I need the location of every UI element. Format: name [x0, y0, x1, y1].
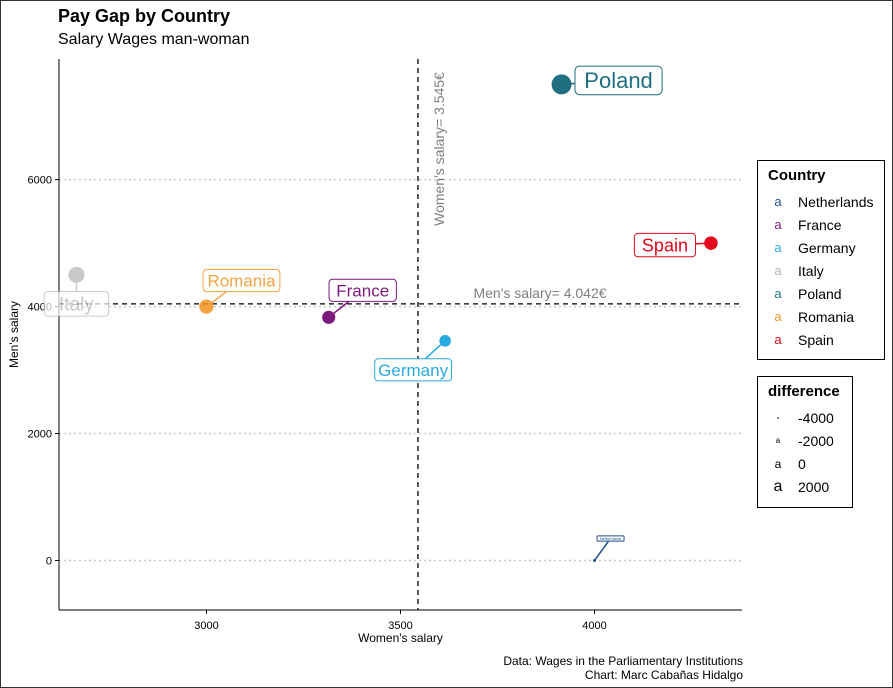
- label-box: [633, 232, 697, 258]
- data-point-netherlands: [593, 558, 597, 562]
- legend-item-difference: a -2000: [768, 429, 842, 452]
- legend-key: a: [774, 456, 782, 471]
- data-point-spain: [704, 236, 718, 250]
- legend-key: a: [774, 286, 782, 301]
- legend-item-germany: a Germany: [768, 236, 874, 259]
- point-group-netherlands: Netherlands: [593, 535, 625, 562]
- data-point-germany: [439, 335, 451, 347]
- legend-key: a: [774, 263, 782, 278]
- x-tick-label: 3500: [388, 620, 412, 632]
- legend-label: Poland: [798, 285, 842, 302]
- point-label-spain: Spain: [642, 235, 688, 255]
- chart-subtitle: Salary Wages man-woman: [58, 31, 250, 48]
- y-tick-label: 2000: [28, 429, 52, 441]
- point-label-poland: Poland: [584, 68, 653, 93]
- legend-label: Italy: [798, 262, 824, 279]
- legend-label: 0: [798, 455, 806, 472]
- point-group-france: France: [322, 278, 397, 324]
- legend-item-netherlands: a Netherlands: [768, 190, 874, 213]
- legend-item-romania: a Romania: [768, 305, 874, 328]
- legend-item-poland: a Poland: [768, 282, 874, 305]
- legend-key: a: [774, 309, 782, 324]
- data-point-italy: [68, 266, 85, 283]
- data-point-romania: [199, 299, 214, 314]
- label-box: [596, 535, 625, 542]
- legend-label: 2000: [798, 478, 830, 495]
- x-tick-label: 3000: [194, 620, 218, 632]
- legend-label: -2000: [798, 432, 834, 449]
- legend-difference-title: difference: [768, 383, 840, 400]
- x-axis-label: Women's salary: [358, 631, 443, 645]
- legend-key: a: [774, 194, 782, 209]
- legend-key: a: [776, 415, 780, 420]
- legend-key: a: [774, 217, 782, 232]
- label-box: [202, 269, 281, 293]
- legend-item-italy: a Italy: [768, 259, 874, 282]
- y-tick-label: 6000: [28, 175, 52, 187]
- label-box: [574, 65, 663, 96]
- legend-label: Spain: [798, 331, 834, 348]
- legend-key: a: [774, 240, 782, 255]
- legend-item-france: a France: [768, 213, 874, 236]
- point-label-netherlands: Netherlands: [600, 536, 622, 541]
- legend-label: France: [798, 216, 842, 233]
- point-group-poland: Poland: [551, 65, 663, 96]
- label-segment: [593, 538, 612, 561]
- point-label-france: France: [336, 281, 389, 300]
- chart-title: Pay Gap by Country: [58, 6, 231, 26]
- caption-author: Chart: Marc Cabañas Hidalgo: [584, 668, 743, 682]
- point-label-romania: Romania: [207, 272, 276, 291]
- label-box: [43, 290, 110, 317]
- legend-country-title: Country: [768, 167, 826, 184]
- legend-label: Germany: [798, 239, 856, 256]
- point-group-romania: Romania: [199, 269, 281, 314]
- women-mean-label: Women's salary= 3.545€: [431, 72, 447, 226]
- point-label-italy: Italy: [59, 294, 94, 315]
- legend-country: Country a Netherlands a France a Germany a Ital…: [757, 160, 885, 360]
- legend-key: a: [773, 477, 783, 495]
- label-box: [328, 278, 397, 302]
- legend-label: Romania: [798, 308, 855, 325]
- point-group-germany: Germany: [374, 335, 453, 382]
- legend-key: a: [774, 332, 782, 347]
- x-tick-label: 4000: [582, 620, 606, 632]
- legend-difference: difference a -4000 a -2000 a 0 a 2000: [757, 376, 853, 508]
- y-tick-label: 0: [46, 555, 52, 567]
- legend-item-spain: a Spain: [768, 328, 874, 351]
- men-mean-label: Men's salary= 4.042€: [473, 285, 606, 301]
- legend-label: -4000: [798, 409, 834, 426]
- point-group-spain: Spain: [633, 232, 718, 258]
- legend-key: a: [775, 436, 781, 445]
- y-axis-label: Men's salary: [7, 301, 21, 368]
- point-group-italy: Italy: [43, 266, 110, 317]
- data-point-france: [322, 310, 336, 324]
- legend-item-difference: a 2000: [768, 475, 842, 498]
- label-box: [374, 358, 453, 382]
- data-point-poland: [551, 74, 572, 95]
- caption-source: Data: Wages in the Parliamentary Institu…: [503, 654, 743, 668]
- point-label-germany: Germany: [378, 361, 448, 380]
- legend-item-difference: a -4000: [768, 406, 842, 429]
- legend-label: Netherlands: [798, 193, 874, 210]
